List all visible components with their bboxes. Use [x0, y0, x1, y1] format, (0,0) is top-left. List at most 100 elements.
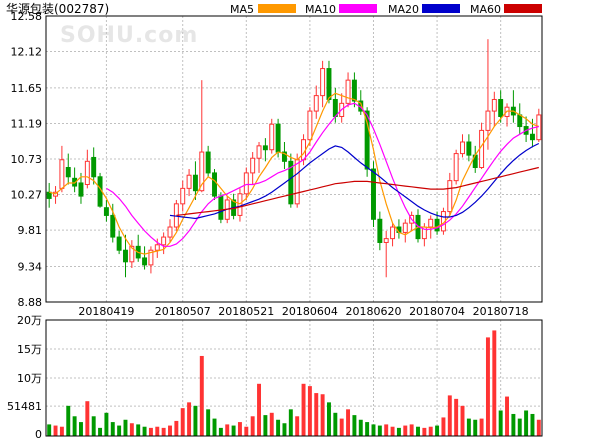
- candle: [313, 85, 319, 119]
- volume-bar: [505, 396, 509, 436]
- candle: [491, 91, 497, 127]
- volume-tick-label: 15万: [17, 343, 42, 356]
- volume-bar: [263, 415, 268, 436]
- candle-body: [180, 187, 186, 205]
- volume-bar: [161, 427, 166, 436]
- volume-bar: [72, 416, 77, 436]
- volume-bar: [479, 418, 484, 436]
- candle: [180, 180, 186, 212]
- candle-body: [123, 249, 128, 263]
- candle: [345, 72, 351, 108]
- legend-label-ma20: MA20: [388, 3, 419, 16]
- volume-tick-label: 20万: [17, 314, 42, 327]
- candle-body: [351, 79, 357, 102]
- volume-bar: [473, 419, 478, 436]
- candle-body: [237, 193, 243, 216]
- volume-bar: [485, 337, 490, 436]
- candle: [262, 138, 268, 162]
- volume-bar: [454, 398, 459, 436]
- candle: [72, 167, 78, 193]
- candle-body: [110, 214, 116, 238]
- candle-body: [65, 167, 71, 178]
- candle: [294, 153, 300, 208]
- date-tick-label: 20180604: [282, 305, 338, 318]
- volume-bar: [320, 394, 325, 436]
- candle-body: [142, 257, 148, 266]
- candle: [250, 152, 256, 185]
- stock-title: 华源包装(002787): [6, 2, 109, 16]
- volume-bar: [460, 405, 465, 436]
- volume-bar: [168, 425, 172, 436]
- candle: [281, 141, 287, 170]
- candle: [288, 153, 294, 208]
- date-tick-label: 20180419: [78, 305, 134, 318]
- volume-bar: [422, 427, 427, 436]
- candle: [243, 167, 249, 200]
- volume-bar: [225, 424, 230, 436]
- price-tick-label: 10.73: [11, 153, 43, 166]
- volume-bar: [269, 412, 274, 436]
- volume-tick-label: 0: [35, 428, 42, 440]
- candle: [135, 234, 141, 262]
- candle: [237, 188, 243, 222]
- volume-bar: [447, 395, 452, 436]
- price-tick-label: 9.34: [18, 260, 43, 273]
- candle: [53, 186, 59, 204]
- candle-body: [167, 226, 173, 238]
- legend-label-ma5: MA5: [230, 3, 254, 16]
- volume-bar: [498, 410, 503, 436]
- candle-body: [326, 68, 332, 100]
- candle-body: [301, 139, 307, 161]
- candle: [364, 107, 370, 177]
- legend-swatch-ma5: [258, 4, 296, 13]
- candle: [129, 240, 135, 268]
- candle-body: [434, 218, 440, 232]
- date-axis: 20180419 20180507 20180521 20180604 20180620…: [78, 305, 528, 318]
- volume-bar: [231, 425, 236, 436]
- volume-bar: [117, 425, 122, 436]
- price-tick-label: 10.27: [11, 189, 43, 202]
- candle-body: [371, 168, 376, 220]
- candle-body: [78, 182, 84, 197]
- ma60-line: [176, 166, 539, 216]
- volume-bar: [199, 355, 204, 436]
- legend-label-ma60: MA60: [470, 3, 501, 16]
- candle-body: [377, 218, 383, 243]
- candle-body: [154, 244, 160, 251]
- volume-bar: [511, 413, 516, 436]
- volume-bar: [47, 424, 52, 436]
- candle: [377, 211, 383, 251]
- candle-body: [332, 98, 338, 117]
- candle: [447, 172, 453, 216]
- candle: [460, 134, 465, 158]
- price-tick-label: 11.19: [11, 117, 43, 130]
- volume-bar: [435, 425, 440, 436]
- candle-body: [402, 222, 408, 233]
- candle-body: [345, 79, 351, 104]
- candle-body: [218, 195, 224, 220]
- volume-bar: [333, 412, 338, 436]
- legend-label-ma10: MA10: [305, 3, 336, 16]
- volume-bar: [110, 422, 115, 436]
- volume-bar: [466, 418, 471, 436]
- volume-bar: [524, 410, 529, 436]
- candle: [269, 118, 275, 154]
- volume-bar: [307, 386, 312, 436]
- volume-panel-frame: [45, 319, 543, 437]
- candle: [472, 145, 478, 173]
- candle: [428, 215, 434, 239]
- volume-bar: [371, 424, 376, 436]
- candle: [383, 230, 389, 278]
- volume-bar: [206, 409, 211, 436]
- candle-body: [281, 151, 287, 162]
- candle-body: [364, 110, 370, 170]
- volume-bar: [536, 419, 541, 436]
- candle: [186, 169, 192, 197]
- volume-bar: [365, 422, 370, 436]
- candle-body: [199, 151, 205, 192]
- volume-bar: [250, 416, 255, 436]
- volume-bar: [492, 330, 497, 436]
- candle: [320, 60, 326, 108]
- moving-average-lines: [49, 92, 540, 255]
